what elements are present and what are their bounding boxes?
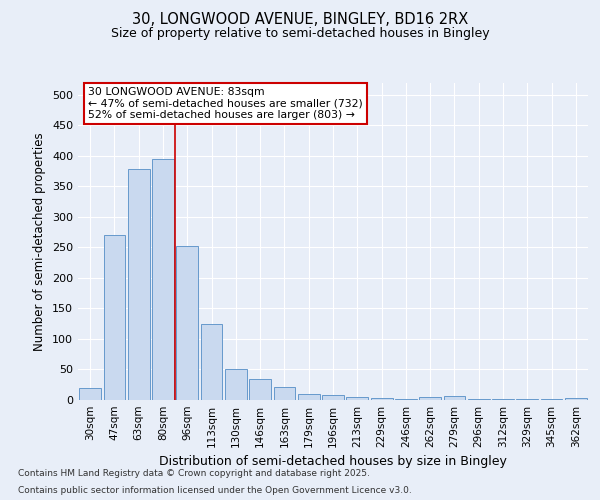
Text: Contains HM Land Registry data © Crown copyright and database right 2025.: Contains HM Land Registry data © Crown c… [18, 468, 370, 477]
Bar [468, 399, 490, 400]
Bar [346, 397, 368, 400]
Bar [104, 235, 125, 400]
Bar [298, 394, 320, 400]
Bar [419, 397, 441, 400]
Bar [395, 399, 417, 400]
Text: 30, LONGWOOD AVENUE, BINGLEY, BD16 2RX: 30, LONGWOOD AVENUE, BINGLEY, BD16 2RX [132, 12, 468, 28]
Bar [371, 398, 392, 400]
Bar [322, 395, 344, 400]
Bar [176, 246, 198, 400]
Text: Contains public sector information licensed under the Open Government Licence v3: Contains public sector information licen… [18, 486, 412, 495]
Bar [152, 159, 174, 400]
Bar [128, 169, 149, 400]
Bar [565, 398, 587, 400]
Bar [79, 388, 101, 400]
Bar [249, 378, 271, 400]
Y-axis label: Number of semi-detached properties: Number of semi-detached properties [34, 132, 46, 350]
Text: 30 LONGWOOD AVENUE: 83sqm
← 47% of semi-detached houses are smaller (732)
52% of: 30 LONGWOOD AVENUE: 83sqm ← 47% of semi-… [88, 88, 363, 120]
X-axis label: Distribution of semi-detached houses by size in Bingley: Distribution of semi-detached houses by … [159, 456, 507, 468]
Bar [274, 386, 295, 400]
Bar [200, 324, 223, 400]
Bar [443, 396, 466, 400]
Text: Size of property relative to semi-detached houses in Bingley: Size of property relative to semi-detach… [110, 28, 490, 40]
Bar [225, 370, 247, 400]
